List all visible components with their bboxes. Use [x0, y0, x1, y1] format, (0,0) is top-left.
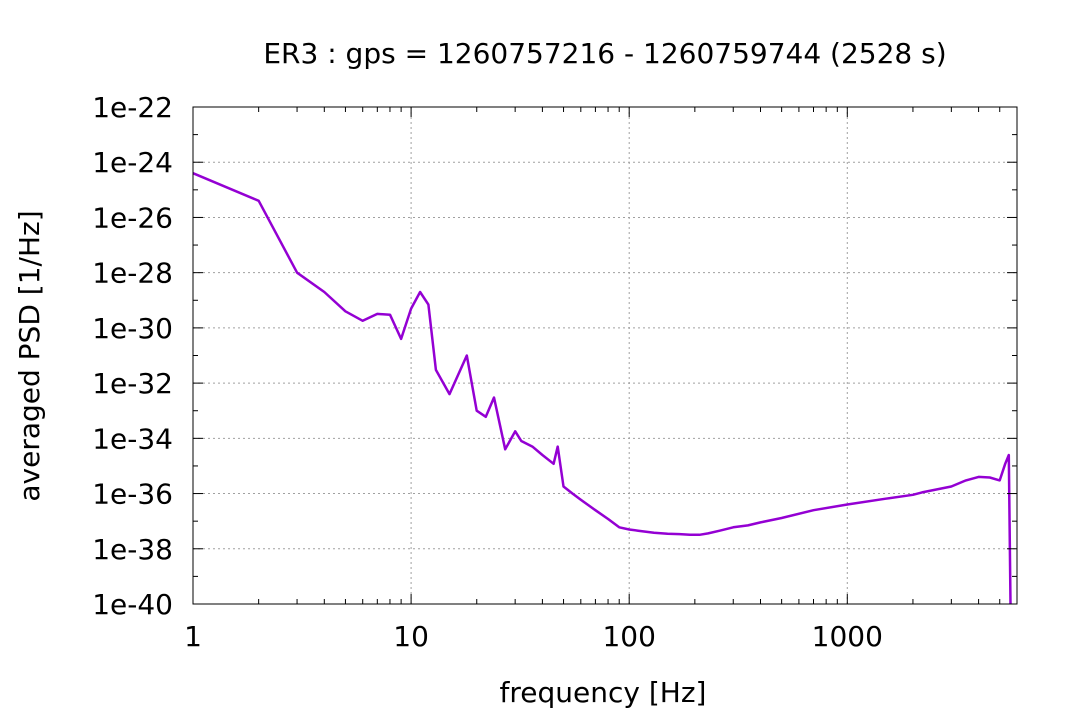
- y-tick-label: 1e-36: [92, 478, 173, 511]
- chart-title: ER3 : gps = 1260757216 - 1260759744 (252…: [263, 37, 946, 70]
- y-axis-title: averaged PSD [1/Hz]: [13, 210, 46, 501]
- x-tick-label: 100: [602, 620, 655, 653]
- grid-lines: [193, 107, 1017, 604]
- y-tick-label: 1e-24: [92, 146, 173, 179]
- y-tick-label: 1e-30: [92, 312, 173, 345]
- tick-marks: [192, 106, 1017, 605]
- x-tick-label: 1: [184, 620, 202, 653]
- y-tick-label: 1e-22: [92, 91, 173, 124]
- y-tick-label: 1e-28: [92, 257, 173, 290]
- plot-series: [192, 172, 1012, 605]
- x-axis-tick-labels: 1 10 100 1000: [184, 620, 883, 653]
- y-tick-label: 1e-32: [92, 367, 173, 400]
- x-tick-label: 10: [393, 620, 429, 653]
- y-tick-label: 1e-38: [92, 533, 173, 566]
- plot-frame: [192, 106, 1018, 605]
- x-tick-label: 1000: [812, 620, 883, 653]
- x-axis-title: frequency [Hz]: [500, 676, 707, 709]
- y-tick-label: 1e-26: [92, 201, 173, 234]
- y-axis-tick-labels: 1e-40 1e-38 1e-36 1e-34 1e-32 1e-30 1e-28 1e-26…: [92, 91, 173, 621]
- psd-series-line: [192, 172, 1012, 605]
- y-tick-label: 1e-40: [92, 588, 173, 621]
- y-tick-label: 1e-34: [92, 422, 173, 455]
